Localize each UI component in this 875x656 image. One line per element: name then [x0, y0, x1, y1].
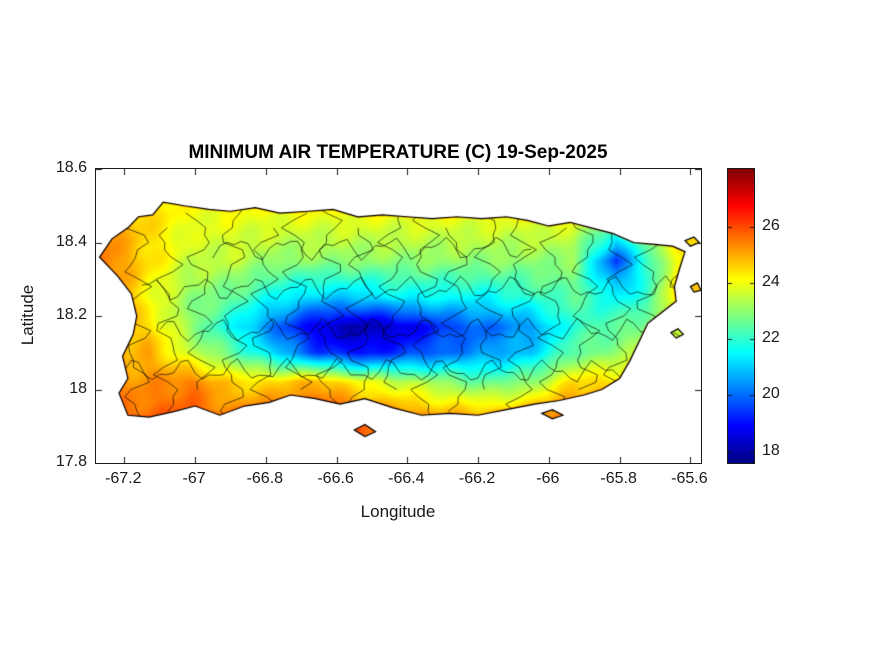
colorbar-canvas	[728, 169, 754, 463]
x-tick-label: -67	[182, 470, 206, 487]
y-tick-label: 18.6	[55, 159, 87, 176]
plot-area	[95, 168, 702, 464]
colorbar-tick-label: 26	[762, 216, 780, 234]
y-tick-label: 18.2	[55, 306, 87, 323]
colorbar-tick-label: 22	[762, 329, 780, 347]
x-tick-label: -66	[536, 470, 560, 487]
x-tick-label: -66.2	[458, 470, 496, 487]
x-axis-label: Longitude	[360, 502, 436, 521]
y-tick-label: 17.8	[55, 453, 87, 470]
map-canvas	[96, 169, 701, 463]
colorbar-tick-label: 18	[762, 441, 780, 459]
y-tick-label: 18	[69, 379, 87, 397]
x-tick-label: -66.4	[388, 470, 425, 487]
colorbar-tick-label: 20	[762, 385, 780, 403]
chart-title: MINIMUM AIR TEMPERATURE (C) 19-Sep-2025	[188, 142, 608, 163]
x-tick-label: -66.8	[246, 470, 284, 487]
x-tick-label: -66.6	[317, 470, 354, 487]
colorbar-tick-label: 24	[762, 272, 780, 290]
x-tick-label: -67.2	[105, 470, 142, 487]
x-tick-label: -65.8	[600, 470, 637, 487]
colorbar	[727, 168, 755, 464]
x-tick-label: -65.6	[671, 470, 708, 487]
y-tick-label: 18.4	[55, 232, 87, 250]
